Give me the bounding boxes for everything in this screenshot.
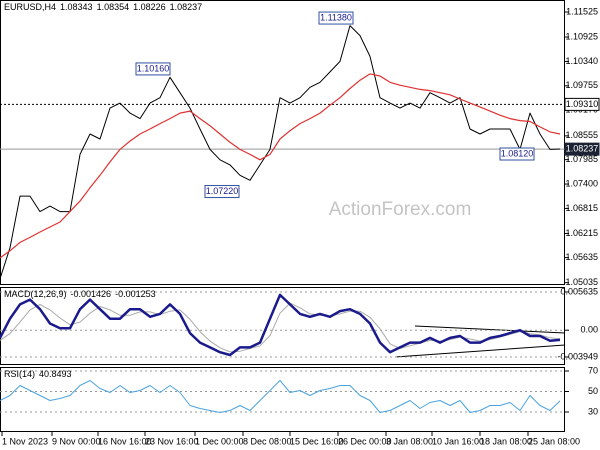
panel-title: EURUSD,H4 xyxy=(4,2,56,12)
y-tick-label: -0.003949 xyxy=(557,351,598,361)
panel-border xyxy=(0,367,565,432)
panel-title: RSI(14) xyxy=(4,369,35,379)
y-tick-label: 1.08555 xyxy=(565,130,598,140)
x-tick-label: 26 Dec 00:00 xyxy=(338,436,392,446)
x-tick-label: 9 Nov 00:00 xyxy=(52,436,101,446)
header-value: 1.08226 xyxy=(133,2,166,12)
x-tick-label: 1 Dec 00:00 xyxy=(195,436,244,446)
header-value: -0.001253 xyxy=(115,289,156,299)
level-box xyxy=(564,142,600,156)
y-tick-label: 1.05635 xyxy=(565,252,598,262)
panel-header: EURUSD,H4 1.08343 1.08354 1.08226 1.08237 xyxy=(4,2,202,12)
panel-title: MACD(12,26,9) xyxy=(4,289,67,299)
level-label: 1.09310 xyxy=(566,99,599,109)
x-tick-label: 16 Nov 16:00 xyxy=(98,436,152,446)
annotation-label: 1.07220 xyxy=(206,186,239,196)
x-tick-label: 3 Jan 08:00 xyxy=(386,436,433,446)
series-line xyxy=(0,25,561,279)
y-tick-label: 1.09755 xyxy=(565,80,598,90)
y-tick-label: 1.07400 xyxy=(565,178,598,188)
annotation-box xyxy=(135,62,171,76)
y-tick-label: 30 xyxy=(588,406,598,416)
x-tick-label: 10 Jan 16:00 xyxy=(432,436,484,446)
y-tick-label: 70 xyxy=(588,365,598,375)
annotation-label: 1.10160 xyxy=(137,63,170,73)
panel-border xyxy=(0,0,565,285)
annotation-label: 1.11380 xyxy=(320,12,352,22)
x-tick-label: 23 Nov 16:00 xyxy=(145,436,199,446)
annotation-label: 1.08120 xyxy=(501,148,534,158)
annotation-box xyxy=(204,185,240,199)
y-tick-label: 1.05035 xyxy=(565,277,598,287)
level-label: 1.08237 xyxy=(566,144,599,154)
y-tick-label: 50 xyxy=(588,386,598,396)
x-tick-label: 18 Jan 08:00 xyxy=(480,436,532,446)
x-tick-label: 8 Dec 08:00 xyxy=(243,436,292,446)
header-value: 1.08343 xyxy=(60,2,93,12)
x-tick-label: 15 Dec 16:00 xyxy=(290,436,344,446)
x-tick-label: 25 Jan 08:00 xyxy=(528,436,580,446)
header-value: 40.8493 xyxy=(39,369,72,379)
y-tick-label: 1.07985 xyxy=(565,154,598,164)
level-box xyxy=(564,97,600,111)
series-line xyxy=(0,73,561,259)
trend-line xyxy=(414,325,566,334)
annotation-box xyxy=(318,11,354,25)
y-tick-label: 0.005635 xyxy=(560,286,598,296)
y-tick-label: 1.10925 xyxy=(565,31,598,41)
panel-header: RSI(14) 40.8493 xyxy=(4,369,72,379)
y-tick-label: 1.06215 xyxy=(565,228,598,238)
trend-line xyxy=(394,344,566,358)
header-value: 1.08354 xyxy=(97,2,130,12)
series-line xyxy=(0,293,561,357)
panel-header: MACD(12,26,9) -0.001426 -0.001253 xyxy=(4,289,156,299)
series-line xyxy=(0,302,561,353)
header-value: 1.08237 xyxy=(170,2,203,12)
y-tick-label: 1.10340 xyxy=(565,56,598,66)
annotation-box xyxy=(499,147,535,161)
series-line xyxy=(0,380,561,413)
y-tick-label: 1.11525 xyxy=(566,6,598,16)
y-tick-label: 0.00 xyxy=(580,325,598,335)
watermark: ActionForex.com xyxy=(329,199,472,220)
y-tick-label: 1.06815 xyxy=(565,203,598,213)
panel-border xyxy=(0,287,565,365)
x-tick-label: 1 Nov 2023 xyxy=(2,436,48,446)
header-value: -0.001426 xyxy=(71,289,112,299)
